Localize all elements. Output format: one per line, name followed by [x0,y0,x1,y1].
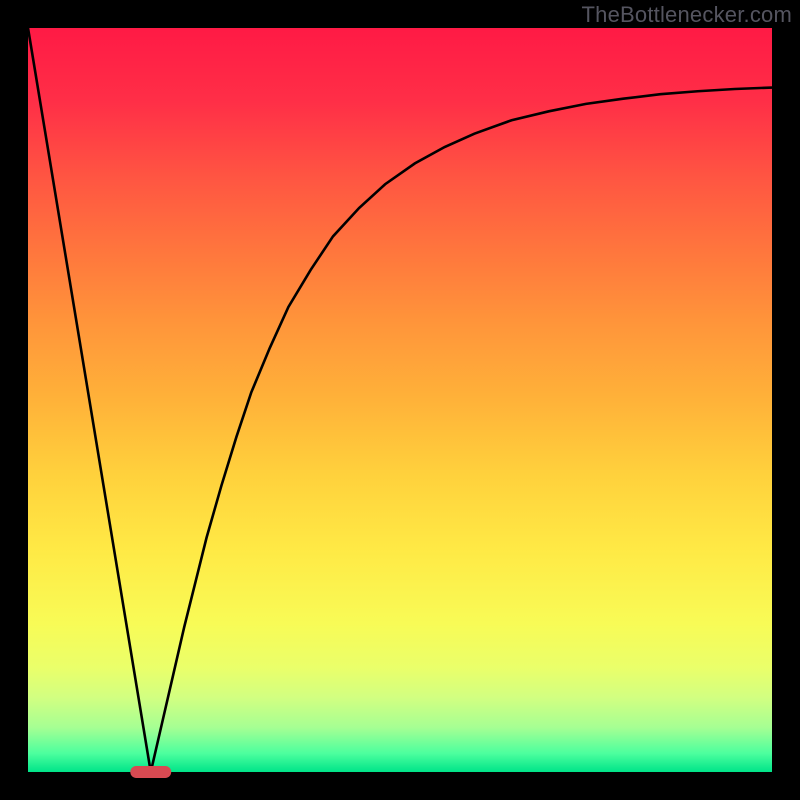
watermark-text: TheBottlenecker.com [582,2,792,28]
plot-background [28,28,772,772]
valley-marker [130,766,171,778]
chart-svg [0,0,800,800]
chart-container: TheBottlenecker.com [0,0,800,800]
